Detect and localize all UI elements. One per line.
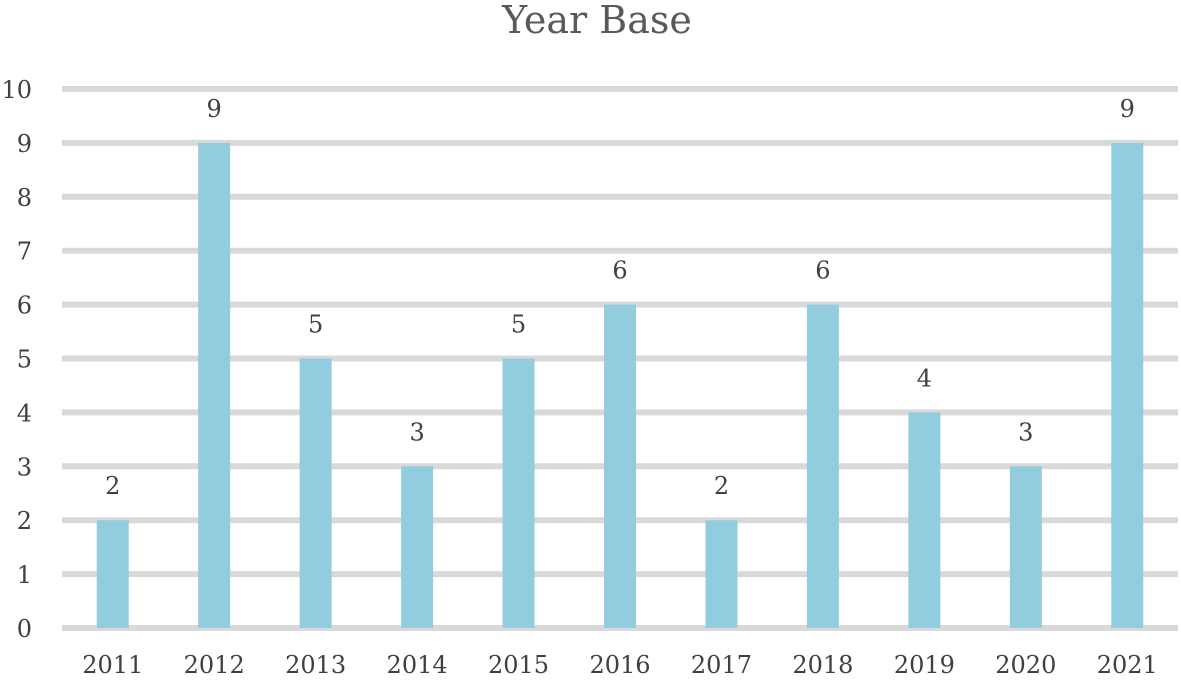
y-tick-label: 9: [17, 130, 32, 158]
bar-2013: [299, 358, 332, 628]
y-tick-label: 7: [17, 238, 32, 266]
bar-2018: [806, 304, 839, 628]
y-tick-label: 1: [17, 561, 32, 589]
x-tick-label-2017: 2017: [691, 651, 752, 679]
bar-2014: [401, 466, 434, 628]
bar-2016: [604, 304, 636, 628]
data-label-2017: 2: [714, 472, 729, 500]
data-label-2020: 3: [1018, 418, 1033, 446]
x-tick-label-2015: 2015: [488, 651, 549, 679]
bar-2019: [908, 412, 941, 628]
y-tick-label: 6: [17, 292, 32, 320]
y-tick-label: 2: [17, 507, 32, 535]
y-tick-label: 0: [17, 615, 32, 643]
y-tick-label: 3: [17, 453, 32, 481]
x-tick-label-2016: 2016: [589, 651, 650, 679]
bars: [96, 142, 1144, 628]
data-label-2018: 6: [815, 257, 830, 285]
data-label-2015: 5: [511, 311, 526, 339]
x-tick-label-2019: 2019: [894, 651, 955, 679]
data-label-2012: 9: [207, 95, 222, 123]
data-labels: 2 9 5 3 5 6 2 6 4 3 9: [105, 95, 1135, 500]
x-tick-label-2014: 2014: [387, 651, 448, 679]
data-label-2019: 4: [917, 364, 932, 392]
x-tick-label-2018: 2018: [792, 651, 853, 679]
x-axis-tick-labels: 2011 2012 2013 2014 2015 2016 2017 2018 2019 2020…: [82, 651, 1158, 679]
x-tick-label-2021: 2021: [1097, 651, 1158, 679]
data-label-2011: 2: [105, 472, 120, 500]
bar-2015: [502, 358, 535, 628]
bar-2011: [96, 520, 129, 628]
data-label-2021: 9: [1120, 95, 1135, 123]
bar-2012: [198, 142, 231, 628]
data-label-2016: 6: [612, 257, 627, 285]
bar-2017: [705, 520, 738, 628]
data-label-2013: 5: [308, 311, 323, 339]
bar-2021: [1111, 142, 1144, 628]
x-tick-label-2020: 2020: [995, 651, 1056, 679]
y-tick-label: 10: [1, 76, 32, 104]
x-tick-label-2013: 2013: [285, 651, 346, 679]
bar-2020: [1009, 466, 1042, 628]
y-tick-label: 4: [17, 399, 32, 427]
y-tick-label: 5: [17, 346, 32, 374]
x-tick-label-2012: 2012: [184, 651, 245, 679]
y-axis-tick-labels: 0 1 2 3 4 5 6 7 8 9 10: [1, 76, 32, 643]
y-tick-label: 8: [17, 184, 32, 212]
data-label-2014: 3: [409, 418, 424, 446]
x-tick-label-2011: 2011: [82, 651, 143, 679]
chart-title: Year Base: [501, 0, 692, 42]
